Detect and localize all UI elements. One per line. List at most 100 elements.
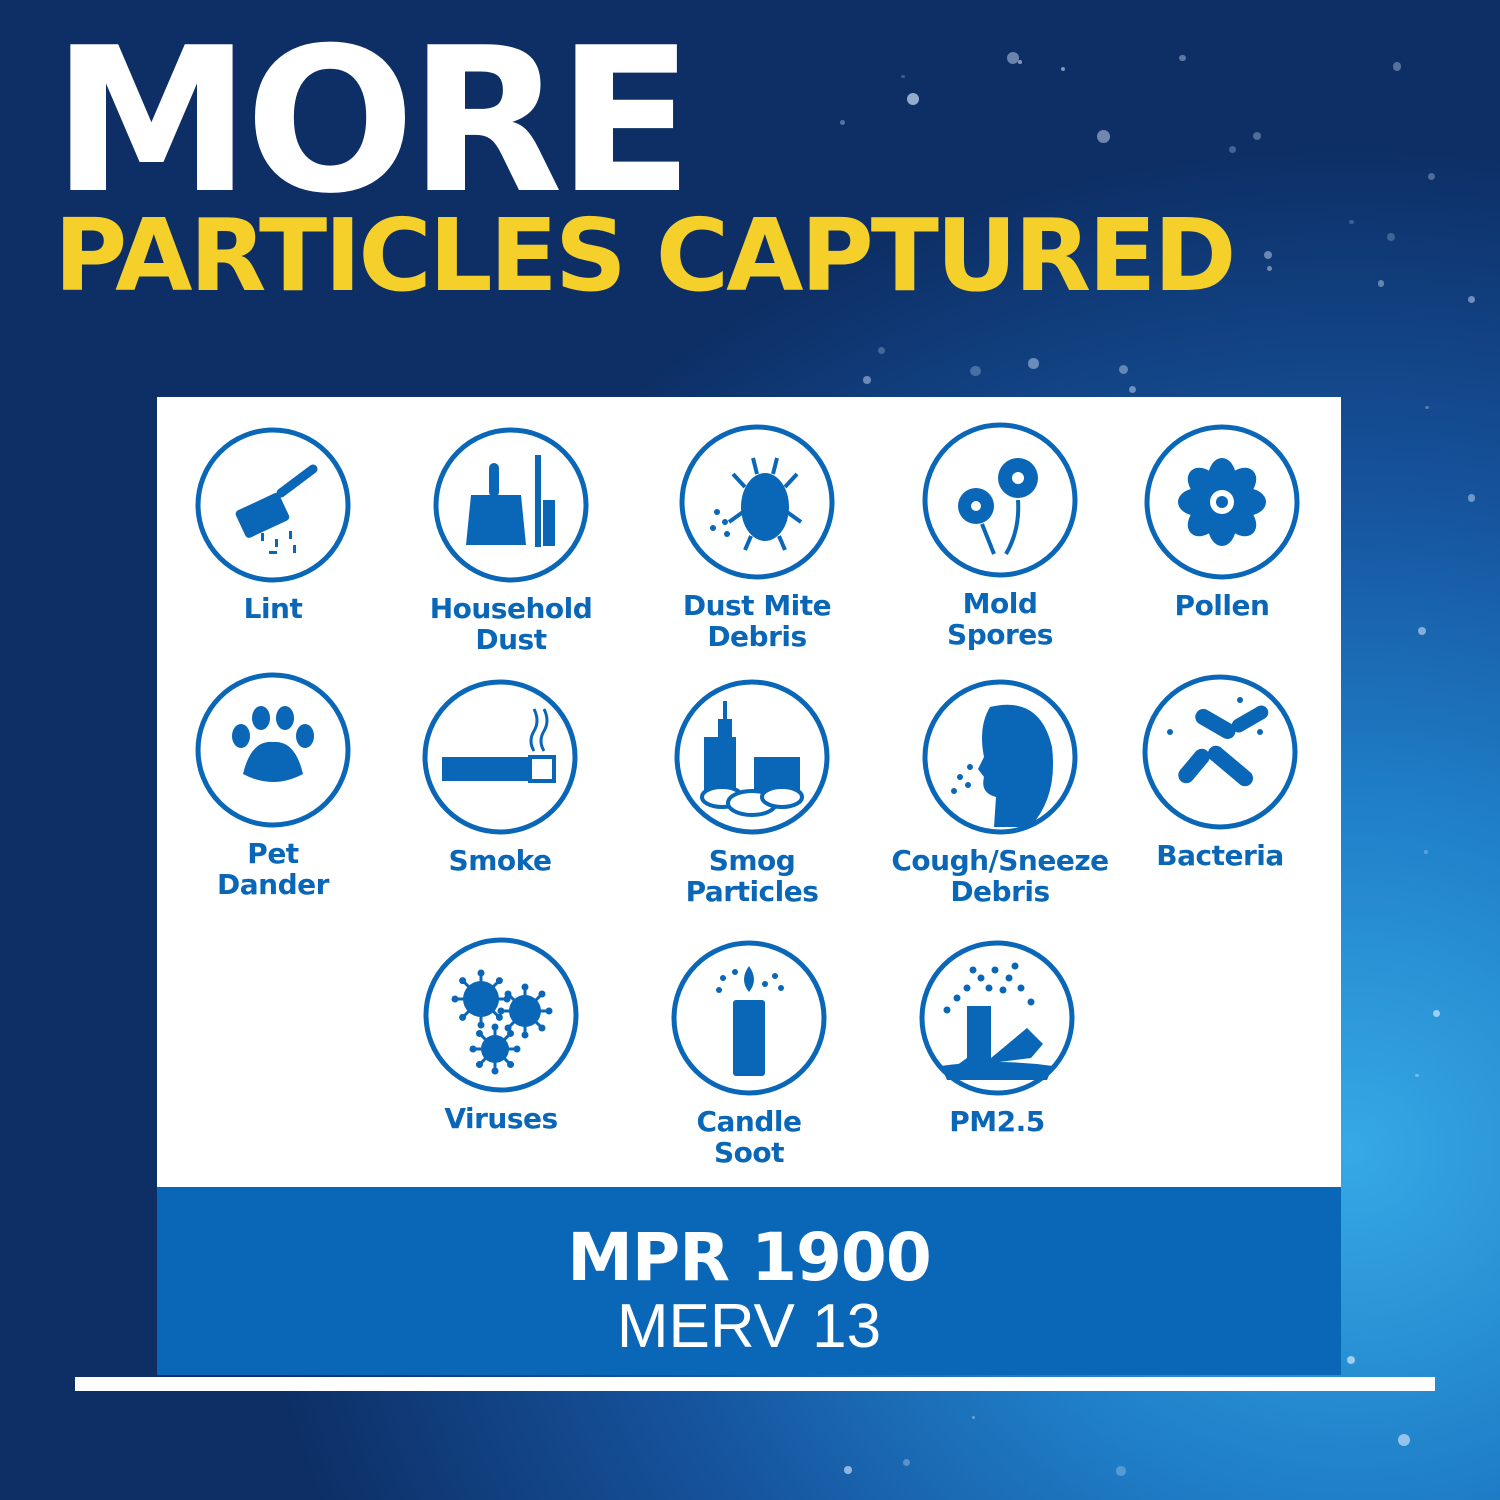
sparkle-dot: [1387, 232, 1396, 241]
sparkle-dot: [1425, 406, 1429, 410]
label-line2: Debris: [707, 620, 807, 653]
label-line1: Candle: [696, 1105, 802, 1138]
sparkle-dot: [902, 1459, 911, 1467]
sparkle-dot: [1432, 1009, 1441, 1018]
label-line1: Mold: [962, 587, 1038, 620]
dust-mite-icon: [679, 424, 835, 580]
smokestack-icon: [919, 940, 1075, 1096]
headline-line1: MORE: [52, 5, 694, 238]
lint-roller-icon: [195, 427, 351, 583]
particle-label: Smoke: [380, 845, 620, 876]
sneeze-face-icon: [922, 679, 1078, 835]
sparkle-dot: [1118, 364, 1128, 374]
particle-label: Mold Spores: [880, 588, 1120, 650]
particle-label: Bacteria: [1100, 840, 1340, 871]
sparkle-dot: [1129, 385, 1137, 393]
particle-item: Smog Particles: [632, 677, 872, 907]
label-line1: Smoke: [448, 844, 552, 877]
particle-item: PM2.5: [877, 938, 1117, 1137]
sparkle-dot: [1006, 51, 1020, 65]
sparkle-dot: [1096, 130, 1110, 143]
sparkle-dot: [970, 365, 981, 376]
particle-item: Household Dust: [391, 425, 631, 655]
particle-label: Smog Particles: [632, 845, 872, 907]
particle-item: Viruses: [381, 935, 621, 1134]
sparkle-dot: [1417, 626, 1426, 635]
sparkle-dot: [1468, 296, 1476, 304]
merv-rating: MERV 13: [616, 1292, 882, 1361]
sparkle-dot: [1179, 55, 1186, 62]
sparkle-dot: [1423, 849, 1428, 854]
sparkle-dot: [901, 74, 906, 79]
label-line2: Dander: [217, 868, 329, 901]
particle-label: Pet Dander: [153, 838, 393, 900]
mpr-rating: MPR 1900: [567, 1219, 932, 1296]
particle-item: Candle Soot: [629, 938, 869, 1168]
particle-label: Lint: [153, 593, 393, 624]
smog-city-icon: [674, 679, 830, 835]
label-line1: Household: [429, 592, 593, 625]
sparkle-dot: [1253, 131, 1262, 140]
sparkle-dot: [1267, 266, 1273, 272]
shelf-divider: [75, 1377, 1435, 1391]
sparkle-dot: [839, 119, 845, 125]
label-line1: Pollen: [1174, 589, 1270, 622]
sparkle-dot: [1398, 1433, 1411, 1447]
particle-item: Lint: [153, 425, 393, 624]
sparkle-dot: [844, 1466, 852, 1474]
particle-item: Mold Spores: [880, 420, 1120, 650]
sparkle-dot: [1116, 1466, 1126, 1476]
mold-flower-icon: [922, 422, 1078, 578]
particle-label: Pollen: [1102, 590, 1342, 621]
bacteria-icon: [1142, 674, 1298, 830]
label-line1: Bacteria: [1156, 839, 1284, 872]
particle-item: Cough/Sneeze Debris: [880, 677, 1120, 907]
sparkle-dot: [906, 93, 920, 106]
label-line2: Soot: [713, 1136, 785, 1169]
sparkle-dot: [863, 376, 871, 384]
sparkle-dot: [1263, 250, 1273, 260]
sparkle-dot: [1377, 280, 1385, 287]
candle-icon: [671, 940, 827, 1096]
label-line2: Dust: [475, 623, 547, 656]
particle-label: Cough/Sneeze Debris: [880, 845, 1120, 907]
particle-label: Household Dust: [391, 593, 631, 655]
particles-card: Lint Household Dust Dust Mite Debris Mold S…: [157, 397, 1341, 1375]
headline-line2: PARTICLES CAPTURED: [54, 197, 1236, 314]
sparkle-dot: [1346, 1355, 1356, 1364]
sparkle-dot: [1428, 173, 1436, 181]
label-line2: Particles: [685, 875, 819, 908]
sparkle-dot: [1415, 1073, 1419, 1078]
sparkle-dot: [1349, 219, 1354, 225]
sparkle-dot: [1028, 358, 1039, 369]
label-line1: Viruses: [444, 1102, 558, 1135]
label-line1: Smog: [708, 844, 796, 877]
label-line1: Pet: [247, 837, 299, 870]
sparkle-dot: [1060, 66, 1066, 71]
particle-item: Dust Mite Debris: [637, 422, 877, 652]
particle-label: Dust Mite Debris: [637, 590, 877, 652]
sparkle-dot: [1467, 494, 1476, 502]
sparkle-dot: [972, 1416, 976, 1420]
label-line1: Lint: [243, 592, 303, 625]
dustpan-icon: [433, 427, 589, 583]
particle-label: Viruses: [381, 1103, 621, 1134]
label-line1: Cough/Sneeze: [891, 844, 1109, 877]
sparkle-dot: [1229, 146, 1237, 154]
particle-item: Pet Dander: [153, 670, 393, 900]
rating-band: MPR 1900 MERV 13: [157, 1187, 1341, 1375]
paw-icon: [195, 672, 351, 828]
particle-label: PM2.5: [877, 1106, 1117, 1137]
label-line2: Spores: [947, 618, 1053, 651]
particle-item: Smoke: [380, 677, 620, 876]
pollen-icon: [1144, 424, 1300, 580]
label-line1: PM2.5: [949, 1105, 1045, 1138]
sparkle-dot: [1018, 60, 1022, 64]
particle-label: Candle Soot: [629, 1106, 869, 1168]
label-line2: Debris: [950, 875, 1050, 908]
sparkle-dot: [1392, 62, 1402, 71]
particle-item: Bacteria: [1100, 672, 1340, 871]
label-line1: Dust Mite: [682, 589, 832, 622]
virus-icon: [423, 937, 579, 1093]
particle-item: Pollen: [1102, 422, 1342, 621]
